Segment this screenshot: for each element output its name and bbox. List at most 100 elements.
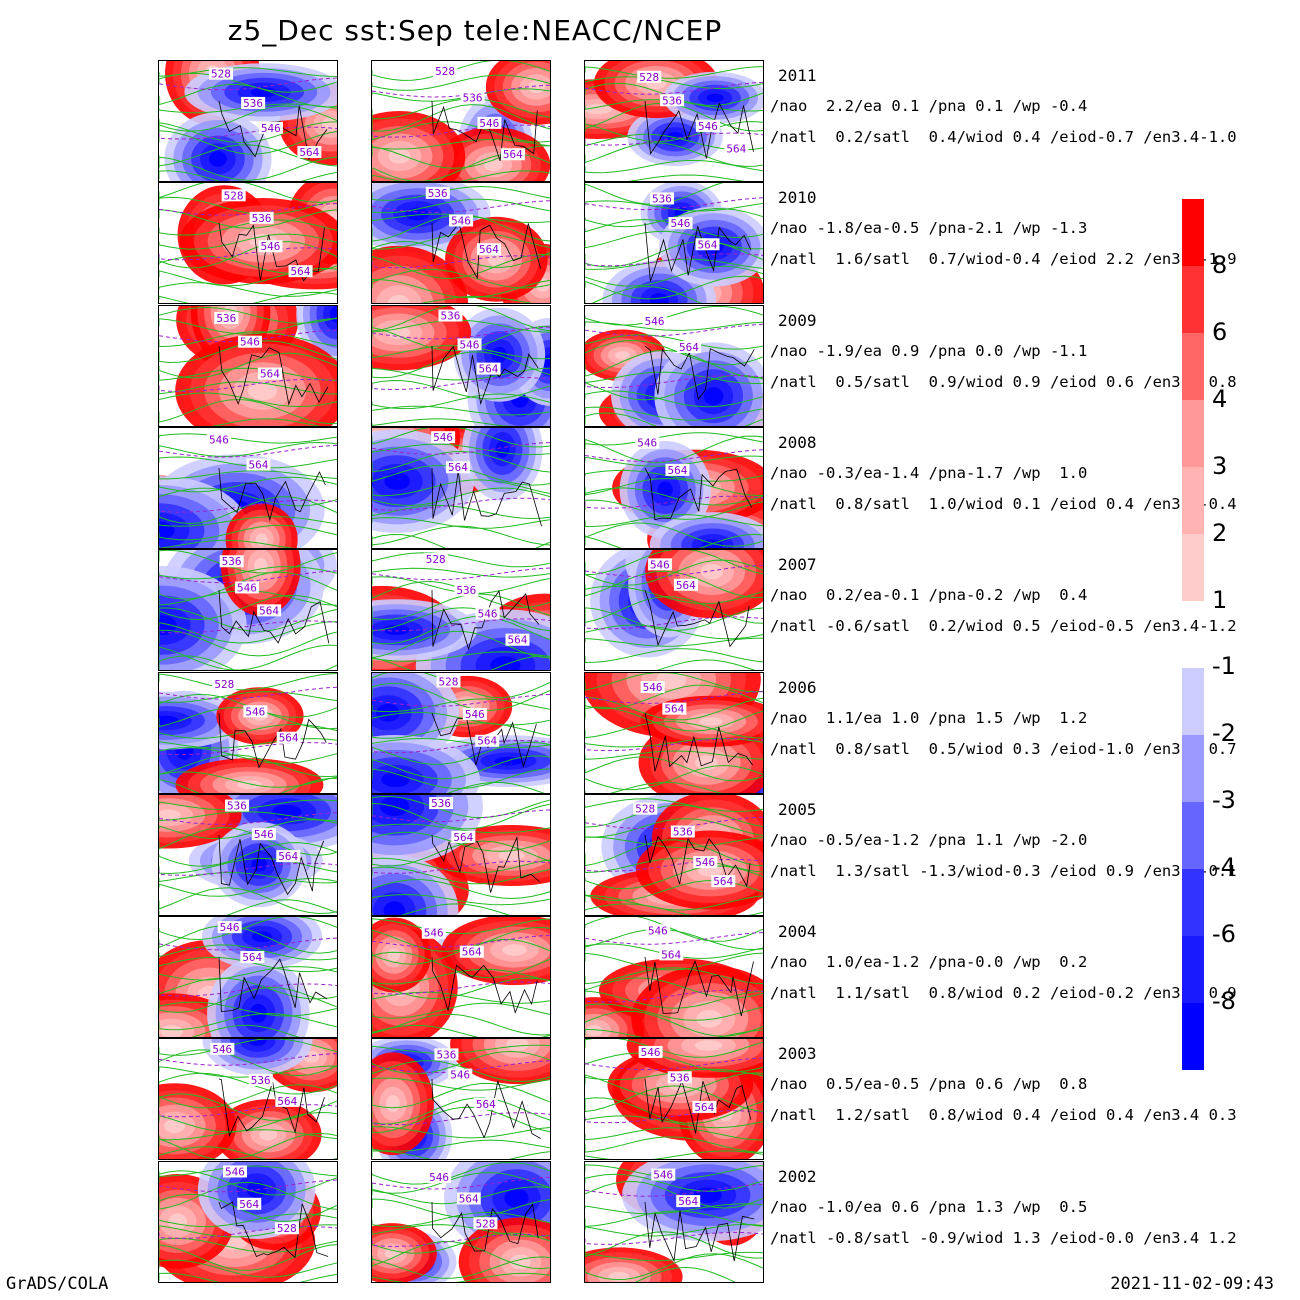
climatology-contour — [585, 858, 763, 872]
anomaly-map: 546 564 — [372, 427, 550, 548]
contour-label: 564 — [445, 461, 470, 474]
coastline — [644, 712, 753, 771]
contour-label: 546 — [638, 1046, 663, 1059]
height-contour — [372, 1126, 550, 1139]
height-contour — [585, 1266, 736, 1282]
map-panel: 536 546 564 — [371, 182, 551, 305]
height-contour — [585, 286, 702, 304]
contour-label: 536 — [438, 309, 463, 322]
colorbar-tick-label: -6 — [1212, 920, 1236, 948]
positive-anomaly-shading — [386, 1095, 400, 1113]
teleconnection-indices: /nao 1.0/ea-1.2 /pna-0.0 /wp 0.2 — [770, 953, 1088, 972]
height-contour — [159, 672, 337, 690]
height-contour — [159, 944, 337, 961]
height-contour — [585, 522, 763, 547]
svg-text:564: 564 — [248, 458, 268, 471]
svg-text:536: 536 — [252, 212, 272, 225]
contour-label: 546 — [693, 855, 718, 869]
height-contour — [159, 470, 337, 480]
contour-label: 564 — [673, 578, 698, 592]
colorbar-tick-label: 2 — [1212, 519, 1228, 547]
year-label: 2010 — [778, 188, 817, 208]
svg-text:528: 528 — [475, 1217, 495, 1230]
positive-anomaly-shading — [159, 809, 181, 821]
climatology-contour — [585, 1231, 763, 1245]
map-panel: 546 564 — [371, 426, 551, 549]
height-contour — [585, 894, 763, 911]
height-contour — [585, 817, 763, 838]
contour-label: 536 — [219, 555, 244, 568]
contour-label: 564 — [275, 1095, 300, 1108]
contour-label: 564 — [476, 243, 501, 257]
svg-text:564: 564 — [661, 948, 681, 961]
positive-anomaly-shading — [696, 1009, 723, 1028]
positive-anomaly-shading — [168, 1213, 188, 1229]
map-panel: 546 564 — [158, 916, 338, 1039]
contour-label: 546 — [210, 1043, 235, 1056]
svg-text:546: 546 — [479, 117, 499, 130]
year-label: 2002 — [778, 1166, 817, 1186]
coastline — [218, 957, 328, 1013]
year-label: 2011 — [778, 66, 817, 85]
contour-label: 528 — [423, 552, 448, 566]
height-contour — [585, 903, 763, 915]
anomaly-map: 536 546 564 — [372, 1039, 550, 1160]
height-contour — [372, 170, 550, 181]
height-contour — [159, 241, 337, 269]
height-contour — [159, 777, 337, 793]
contour-label: 546 — [431, 431, 456, 444]
contour-label: 528 — [209, 67, 234, 81]
coastline — [644, 957, 754, 1017]
height-contour — [372, 607, 550, 632]
svg-text:546: 546 — [478, 608, 498, 621]
height-contour — [585, 1053, 763, 1073]
coastline — [431, 1079, 541, 1140]
contour-label: 564 — [276, 849, 301, 863]
height-contour — [159, 877, 337, 897]
sst-indices: /natl 0.8/satl 0.5/wiod 0.3 /eiod-1.0 /e… — [770, 739, 1237, 758]
height-contour — [372, 1051, 550, 1075]
colorbar-tick-label: 6 — [1212, 318, 1228, 346]
anomaly-map: 536 564 — [372, 794, 550, 915]
height-contour — [585, 977, 763, 999]
teleconnection-indices: /nao -0.5/ea-1.2 /pna 1.1 /wp -2.0 — [770, 830, 1088, 849]
map-panel: 528 536 546 564 — [158, 60, 338, 182]
svg-text:546: 546 — [451, 215, 471, 228]
svg-text:536: 536 — [456, 584, 476, 597]
anomaly-map: 546 564 528 — [372, 1161, 550, 1282]
contour-label: 564 — [451, 830, 476, 844]
anomaly-map: 546 564 — [585, 427, 763, 548]
height-contour — [159, 170, 337, 181]
height-contour — [372, 866, 550, 885]
positive-anomaly-shading — [699, 716, 723, 726]
climatology-contour — [372, 1176, 550, 1190]
height-contour — [585, 241, 763, 268]
colorbar-swatch — [1182, 668, 1204, 735]
height-contour — [585, 412, 763, 426]
map-panel: 536 546 564 — [158, 549, 338, 672]
height-contour — [159, 810, 337, 822]
height-contour — [159, 130, 337, 155]
climatology-contour — [372, 809, 550, 822]
negative-anomaly-shading — [405, 207, 430, 221]
height-contour — [159, 1146, 337, 1160]
coastline — [218, 590, 330, 644]
svg-text:546: 546 — [225, 1165, 245, 1178]
colorbar-swatch — [1182, 266, 1204, 333]
contour-label: 546 — [243, 704, 268, 718]
svg-text:564: 564 — [477, 734, 497, 747]
height-contour — [372, 918, 550, 935]
height-contour — [585, 764, 763, 790]
climatology-contour — [159, 620, 337, 634]
height-contour — [159, 292, 337, 304]
svg-text:536: 536 — [440, 309, 460, 322]
climatology-contour — [585, 932, 763, 945]
anomaly-map: 546 536 564 — [585, 1039, 763, 1160]
negative-anomaly-shading — [703, 386, 724, 405]
anomaly-map: 528 536 546 564 — [585, 794, 763, 915]
svg-text:546: 546 — [637, 437, 657, 450]
height-contour — [159, 566, 337, 580]
svg-text:528: 528 — [438, 675, 458, 688]
negative-anomaly-shading — [272, 804, 302, 818]
height-contour — [372, 533, 550, 548]
